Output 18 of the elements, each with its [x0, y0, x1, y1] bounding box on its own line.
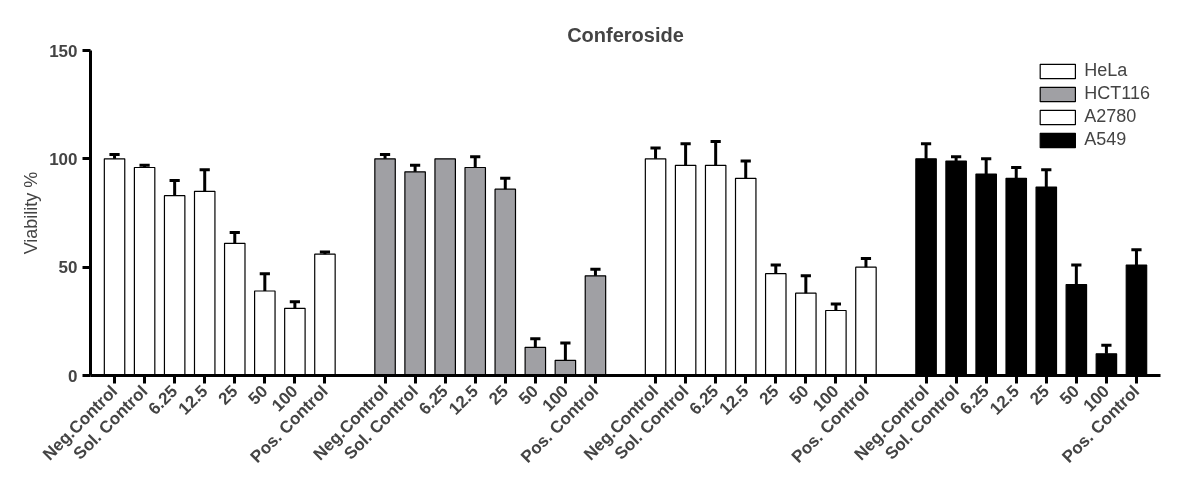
legend-label: A2780: [1084, 106, 1137, 127]
chart-title: Conferoside: [567, 23, 684, 46]
x-tick-label: 50: [244, 381, 272, 409]
legend-label: HeLa: [1084, 60, 1128, 81]
x-tick-label: 50: [515, 381, 543, 409]
y-tick-label: 50: [58, 258, 78, 278]
y-axis-title: Viability %: [21, 171, 42, 255]
x-tick-label: 25: [755, 381, 783, 409]
legend-label: A549: [1084, 129, 1127, 150]
x-tick-label: 25: [214, 381, 242, 409]
y-tick-label: 0: [68, 366, 78, 386]
x-tick-label: 50: [1056, 381, 1084, 409]
legend-label: HCT116: [1084, 83, 1150, 104]
x-tick-label: 25: [1026, 381, 1054, 409]
y-tick-label: 150: [49, 41, 78, 61]
x-tick-label: 25: [485, 381, 512, 409]
y-tick-label: 100: [49, 149, 78, 169]
x-tick-label: 50: [785, 381, 813, 409]
